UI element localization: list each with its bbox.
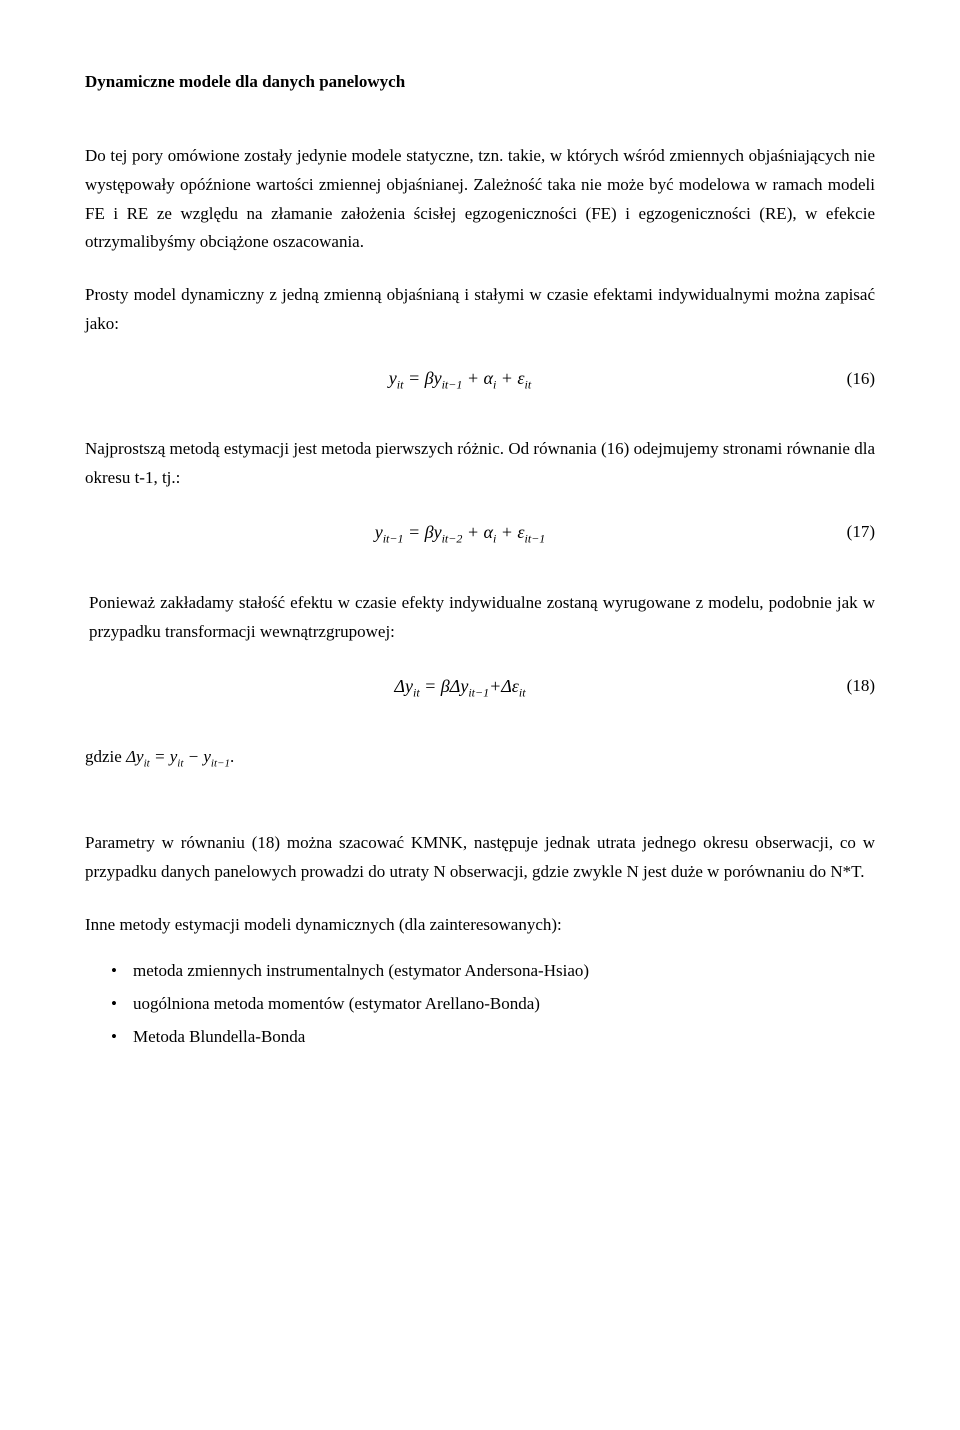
paragraph-other-methods: Inne metody estymacji modeli dynamicznyc… bbox=[85, 911, 875, 940]
page-title: Dynamiczne modele dla danych panelowych bbox=[85, 70, 875, 94]
paragraph-intro: Do tej pory omówione zostały jedynie mod… bbox=[85, 142, 875, 258]
paragraph-model: Prosty model dynamiczny z jedną zmienną … bbox=[85, 281, 875, 339]
where-suffix: . bbox=[230, 747, 234, 766]
list-item: metoda zmiennych instrumentalnych (estym… bbox=[133, 957, 875, 986]
list-item: uogólniona metoda momentów (estymator Ar… bbox=[133, 990, 875, 1019]
where-math: Δyit = yit − yit−1 bbox=[126, 747, 230, 766]
where-prefix: gdzie bbox=[85, 747, 126, 766]
equation-16: yit = βyit−1 + αi + εit (16) bbox=[85, 363, 875, 395]
paragraph-kmnk: Parametry w równaniu (18) można szacować… bbox=[85, 829, 875, 887]
equation-17-number: (17) bbox=[835, 518, 875, 547]
equation-16-number: (16) bbox=[835, 365, 875, 394]
equation-17-formula: yit−1 = βyit−2 + αi + εit−1 bbox=[85, 517, 835, 549]
equation-16-formula: yit = βyit−1 + αi + εit bbox=[85, 363, 835, 395]
where-line: gdzie Δyit = yit − yit−1. bbox=[85, 743, 875, 773]
paragraph-first-diff: Najprostszą metodą estymacji jest metoda… bbox=[85, 435, 875, 493]
methods-list: metoda zmiennych instrumentalnych (estym… bbox=[85, 957, 875, 1052]
list-item: Metoda Blundella-Bonda bbox=[133, 1023, 875, 1052]
equation-18: Δyit = βΔyit−1+Δεit (18) bbox=[85, 671, 875, 703]
equation-17: yit−1 = βyit−2 + αi + εit−1 (17) bbox=[85, 517, 875, 549]
paragraph-rugowane: Ponieważ zakładamy stałość efektu w czas… bbox=[89, 589, 875, 647]
equation-18-number: (18) bbox=[835, 672, 875, 701]
equation-18-formula: Δyit = βΔyit−1+Δεit bbox=[85, 671, 835, 703]
